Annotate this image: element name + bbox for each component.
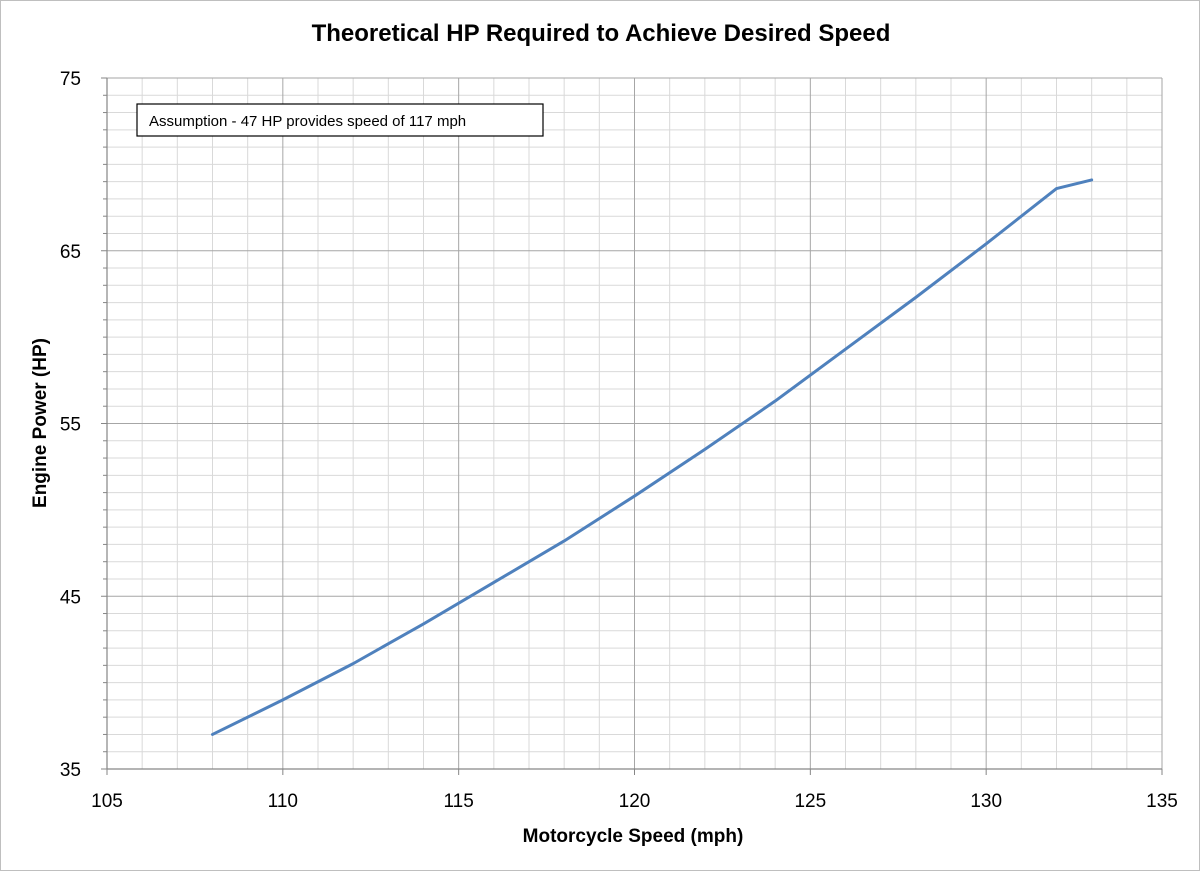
y-tick-label: 55	[60, 415, 81, 436]
x-tick-label: 105	[91, 791, 123, 812]
x-tick-label: 120	[619, 791, 651, 812]
series-layer	[211, 178, 1094, 736]
y-axis-title: Engine Power (HP)	[30, 338, 51, 508]
x-tick-label: 115	[444, 791, 474, 812]
x-axis-title: Motorcycle Speed (mph)	[523, 826, 744, 847]
chart-title: Theoretical HP Required to Achieve Desir…	[312, 20, 891, 47]
x-tick-label: 135	[1146, 791, 1178, 812]
y-tick-label: 35	[60, 760, 81, 781]
y-tick-label: 65	[60, 242, 81, 263]
annotation-text: Assumption - 47 HP provides speed of 117…	[149, 113, 466, 130]
annotation-box: Assumption - 47 HP provides speed of 117…	[136, 103, 544, 137]
axes	[101, 77, 1163, 775]
x-tick-label: 130	[970, 791, 1002, 812]
tick-labels: 105 110 115 120 125 130 135 35 45 55 65 75	[60, 69, 1178, 812]
x-tick-label: 110	[268, 791, 298, 812]
series-line-0	[211, 178, 1094, 736]
y-tick-label: 45	[60, 587, 81, 608]
annotation-frame	[136, 103, 544, 137]
x-tick-label: 125	[794, 791, 826, 812]
y-tick-label: 75	[60, 69, 81, 90]
